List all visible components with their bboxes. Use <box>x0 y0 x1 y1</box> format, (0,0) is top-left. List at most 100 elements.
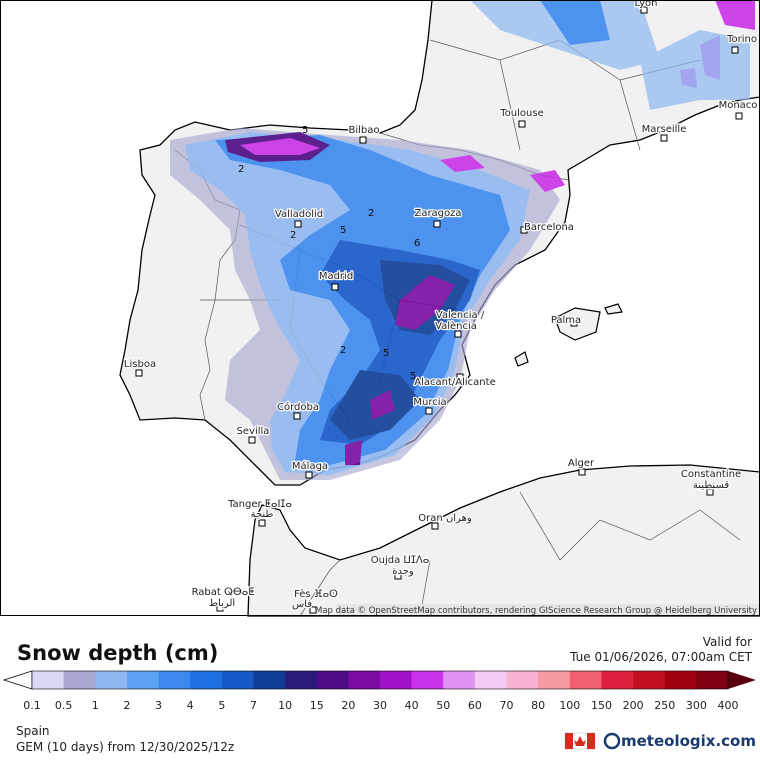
city-label: Monaco <box>719 100 758 111</box>
city-marker <box>425 407 433 415</box>
legend: Snow depth (cm) Valid for Tue 01/06/2026… <box>2 635 756 712</box>
brand-logo <box>603 732 621 750</box>
city-layer: Lyon Torino Monaco Marseille Toulouse Bilbao V… <box>123 0 759 614</box>
colorbar-tick-label: 15 <box>310 699 324 712</box>
city-marker <box>359 136 367 144</box>
colorbar-under <box>2 670 33 690</box>
colorbar-tick-label: 7 <box>250 699 257 712</box>
city-marker <box>660 134 668 142</box>
map: Lyon Torino Monaco Marseille Toulouse Bilbao V… <box>0 0 760 617</box>
contour-label: 5 <box>340 225 346 236</box>
city-label: Barcelona <box>524 222 574 233</box>
snow-field <box>170 0 755 480</box>
city-marker <box>518 120 526 128</box>
colorbar-swatch <box>221 671 254 689</box>
city-label: Oujda ⵡⵊⴷⴰ <box>371 555 430 566</box>
colorbar-tick-label: 4 <box>187 699 194 712</box>
attribution: Map data © OpenStreetMap contributors, r… <box>315 606 757 616</box>
city-marker <box>454 330 462 338</box>
city-label: الرباط <box>209 598 235 609</box>
city-marker <box>305 471 313 479</box>
colorbar-tick-label: 70 <box>500 699 514 712</box>
land-africa <box>247 464 760 617</box>
city-marker <box>431 522 439 530</box>
contour-labels: 5 2 2 5 2 6 5 2 5 <box>238 125 420 382</box>
city-marker <box>248 436 256 444</box>
region: Spain <box>16 724 50 738</box>
contour-label: 6 <box>414 238 420 249</box>
island-ibiza <box>514 351 529 367</box>
contour-label: 2 <box>340 345 346 356</box>
city-label: طنجة <box>251 509 274 520</box>
city-marker <box>135 369 143 377</box>
city-label: Toulouse <box>499 108 543 119</box>
city-label: Palma <box>551 315 581 326</box>
colorbar-tick-label: 3 <box>155 699 162 712</box>
contour-label: 5 <box>383 348 389 359</box>
valid-time: Tue 01/06/2026, 07:00am CET <box>569 650 753 664</box>
city-marker <box>735 112 743 120</box>
colorbar-tick-label: 300 <box>686 699 707 712</box>
city-marker <box>216 604 224 612</box>
city-marker <box>433 220 441 228</box>
colorbar-swatch <box>538 671 571 689</box>
city-marker <box>294 220 302 228</box>
city-label: Lyon <box>634 0 657 9</box>
city-marker <box>456 373 464 381</box>
city-label: Valladolid <box>275 209 323 220</box>
city-label: فاس <box>292 599 312 610</box>
colorbar-tick-label: 30 <box>373 699 387 712</box>
city-label: Rabat ⵕⴱⴰⵟ <box>192 587 255 598</box>
flag <box>564 732 596 750</box>
city-label: Córdoba <box>277 401 319 413</box>
city-label: Lisboa <box>124 359 156 370</box>
colorbar-swatch <box>348 671 381 689</box>
colorbar-tick-label: 100 <box>559 699 580 712</box>
city-label: Murcia <box>413 397 446 408</box>
colorbar-swatch <box>63 671 96 689</box>
colorbar-swatch <box>696 671 729 689</box>
contour-label: 2 <box>368 208 374 219</box>
contour-label: 5 <box>410 371 416 382</box>
colorbar-tick-label: 60 <box>468 699 482 712</box>
colorbar-swatch <box>253 671 286 689</box>
city-label: قسنطينة <box>693 480 730 491</box>
city-marker <box>640 6 648 14</box>
model-run: GEM (10 days) from 12/30/2025/12z <box>16 740 234 754</box>
island-menorca <box>604 303 623 315</box>
city-label: Constantine <box>681 469 741 480</box>
city-label: Valencia / <box>436 310 485 321</box>
colorbar-swatch <box>569 671 602 689</box>
colorbar-swatch <box>664 671 697 689</box>
contour-label: 2 <box>238 164 244 175</box>
colorbar-swatch <box>32 671 64 689</box>
city-label: Bilbao <box>348 125 379 136</box>
brand: meteologix.com <box>621 732 756 750</box>
colorbar-swatch <box>316 671 349 689</box>
colorbar-tick-label: 50 <box>436 699 450 712</box>
valid-label: Valid for <box>703 635 752 649</box>
city-marker <box>293 412 301 420</box>
city-marker <box>258 519 266 527</box>
city-marker <box>578 468 586 476</box>
colorbar-tick-label: 40 <box>405 699 419 712</box>
colorbar-swatch <box>126 671 159 689</box>
colorbar-swatch <box>474 671 507 689</box>
city-label: Alger <box>568 458 595 469</box>
colorbar-tick-label: 5 <box>218 699 225 712</box>
colorbar-tick-label: 20 <box>341 699 355 712</box>
colorbar-swatch <box>633 671 666 689</box>
city-label: Alacant/Alicante <box>414 377 495 388</box>
city-marker <box>570 319 578 327</box>
snow <box>470 0 750 110</box>
city-label: Zaragoza <box>414 208 461 219</box>
city-marker <box>520 226 528 234</box>
colorbar-swatch <box>95 671 128 689</box>
city-marker <box>331 283 339 291</box>
colorbar-tick-label: 0.1 <box>23 699 41 712</box>
colorbar-frame <box>31 670 729 690</box>
legend-title: Snow depth (cm) <box>17 641 218 665</box>
colorbar-swatch <box>158 671 191 689</box>
city-marker <box>309 606 317 614</box>
